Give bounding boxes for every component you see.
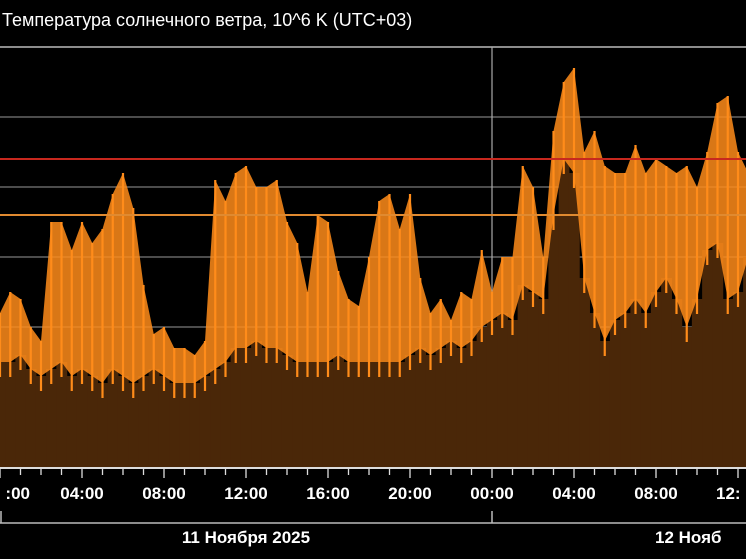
fill-bar xyxy=(599,341,611,467)
fill-bar xyxy=(353,362,365,467)
reference-lines xyxy=(0,158,746,216)
fill-bar xyxy=(0,362,6,467)
fill-bar xyxy=(15,355,27,467)
fill-bar xyxy=(486,320,498,467)
fill-bar xyxy=(702,250,713,467)
fill-bar xyxy=(158,376,170,467)
x-tick-label: 20:00 xyxy=(388,484,431,503)
fill-bar xyxy=(620,313,631,467)
data-marks xyxy=(0,68,746,467)
x-tick-label: 12:00 xyxy=(224,484,267,503)
fill-bar xyxy=(435,348,447,467)
fill-bar xyxy=(138,376,150,467)
fill-bar xyxy=(507,320,519,467)
fill-bar xyxy=(179,383,191,467)
fill-bar xyxy=(117,376,129,467)
fill-bar xyxy=(374,362,385,467)
fill-bar xyxy=(579,278,590,467)
x-tick-label: 00:00 xyxy=(470,484,513,503)
fill-bar xyxy=(527,292,539,467)
fill-bar xyxy=(497,313,508,467)
fill-bar xyxy=(107,369,119,467)
date-axis: 11 Ноября 2025 12 Нояб xyxy=(0,511,746,547)
fill-bar xyxy=(230,348,242,467)
x-tick-label: :00 xyxy=(5,484,30,503)
fill-bar xyxy=(722,299,734,467)
fill-bar xyxy=(363,362,375,467)
fill-bar xyxy=(661,278,672,467)
fill-bar xyxy=(568,173,580,467)
x-tick-label: 08:00 xyxy=(142,484,185,503)
x-tick-label: 12: xyxy=(716,484,741,503)
fill-bar xyxy=(169,383,180,467)
fill-bar xyxy=(148,369,160,467)
fill-bar xyxy=(97,383,109,467)
fill-bar xyxy=(743,257,746,467)
chart-title: Температура солнечного ветра, 10^6 K (UT… xyxy=(2,10,412,30)
fill-bar xyxy=(271,348,283,467)
date-label: 12 Нояб xyxy=(655,528,722,547)
fill-bar xyxy=(425,355,437,467)
fill-bar xyxy=(87,376,98,467)
fill-bar xyxy=(445,341,457,467)
fill-bar xyxy=(394,362,406,467)
fill-bar xyxy=(210,369,221,467)
fill-bar xyxy=(261,348,273,467)
fill-bar xyxy=(281,355,293,467)
fill-bar xyxy=(302,362,314,467)
fill-bar xyxy=(538,299,549,467)
fill-bar xyxy=(691,299,703,467)
fill-bar xyxy=(312,362,324,467)
fill-bar xyxy=(333,355,344,467)
fill-bar xyxy=(466,341,478,467)
fill-bar xyxy=(46,369,57,467)
x-tick-label: 04:00 xyxy=(552,484,595,503)
fill-bar xyxy=(589,313,601,467)
fill-bar xyxy=(456,348,467,467)
fill-bar xyxy=(199,376,211,467)
fill-bar xyxy=(630,299,642,467)
x-axis: :00 04:00 08:00 12:00 16:00 20:00 00:00 04:00 08… xyxy=(0,467,746,503)
x-tick-label: 08:00 xyxy=(634,484,677,503)
fill-bar xyxy=(189,383,201,467)
fill-bar xyxy=(517,285,529,467)
fill-bar xyxy=(292,362,303,467)
fill-bar xyxy=(404,355,416,467)
fill-bar xyxy=(671,299,683,467)
fill-bar xyxy=(128,383,139,467)
fill-bar xyxy=(640,313,652,467)
fill-bar xyxy=(35,376,47,467)
fill-bar xyxy=(548,215,560,467)
fill-bar xyxy=(220,362,232,467)
fill-bar xyxy=(384,362,396,467)
x-tick-label: 04:00 xyxy=(60,484,103,503)
fill-bar xyxy=(558,159,570,467)
fill-bar xyxy=(609,320,621,467)
fill-bar xyxy=(76,369,88,467)
fill-bar xyxy=(322,362,334,467)
x-tick-label: 16:00 xyxy=(306,484,349,503)
fill-bar xyxy=(712,243,724,467)
temperature-range-band xyxy=(0,68,746,383)
fill-bar xyxy=(240,348,252,467)
date-label: 11 Ноября 2025 xyxy=(182,528,310,547)
fill-bar xyxy=(650,292,662,467)
fill-bar xyxy=(56,362,68,467)
fill-bar xyxy=(415,348,426,467)
fill-bar xyxy=(343,362,355,467)
fill-bar xyxy=(25,369,37,467)
fill-bar xyxy=(66,376,78,467)
fill-bar xyxy=(5,362,16,467)
fill-bar xyxy=(476,327,488,467)
fill-bar xyxy=(732,292,744,467)
fill-bar xyxy=(251,341,262,467)
fill-bar xyxy=(681,327,693,467)
